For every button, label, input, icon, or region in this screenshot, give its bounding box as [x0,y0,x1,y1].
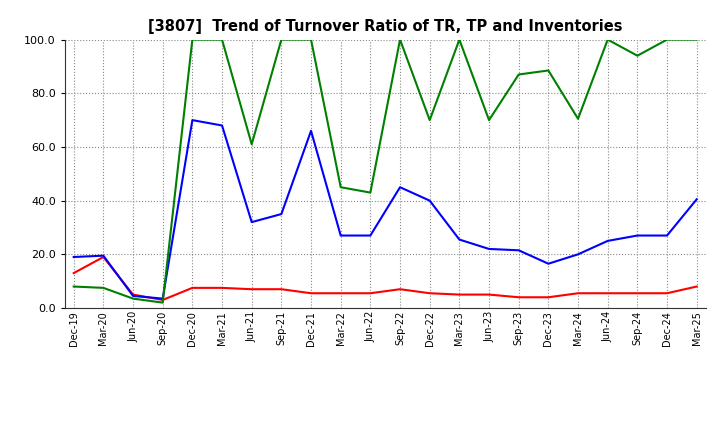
Trade Receivables [544,295,553,300]
Trade Payables [217,123,226,128]
Inventories [662,37,671,42]
Trade Receivables [426,290,434,296]
Trade Receivables [129,292,138,297]
Trade Receivables [307,290,315,296]
Trade Receivables [366,290,374,296]
Inventories [158,300,167,305]
Line: Trade Receivables: Trade Receivables [73,257,697,300]
Inventories [396,37,405,42]
Inventories [336,185,345,190]
Trade Payables [633,233,642,238]
Trade Receivables [248,286,256,292]
Trade Payables [336,233,345,238]
Trade Payables [514,248,523,253]
Inventories [514,72,523,77]
Trade Payables [693,197,701,202]
Trade Payables [248,220,256,225]
Inventories [217,37,226,42]
Inventories [455,37,464,42]
Trade Receivables [99,254,108,260]
Inventories [69,284,78,289]
Trade Payables [158,296,167,301]
Inventories [426,117,434,123]
Trade Payables [307,128,315,133]
Trade Payables [662,233,671,238]
Line: Inventories: Inventories [73,40,697,303]
Trade Payables [426,198,434,203]
Trade Payables [485,246,493,252]
Trade Payables [277,211,286,216]
Inventories [485,117,493,123]
Inventories [277,37,286,42]
Inventories [633,53,642,59]
Trade Receivables [693,284,701,289]
Inventories [307,37,315,42]
Inventories [99,285,108,290]
Trade Receivables [396,286,405,292]
Inventories [603,37,612,42]
Trade Receivables [633,290,642,296]
Trade Payables [544,261,553,266]
Inventories [129,296,138,301]
Inventories [188,37,197,42]
Inventories [574,116,582,121]
Line: Trade Payables: Trade Payables [73,120,697,299]
Trade Payables [366,233,374,238]
Trade Receivables [69,271,78,276]
Title: [3807]  Trend of Turnover Ratio of TR, TP and Inventories: [3807] Trend of Turnover Ratio of TR, TP… [148,19,623,34]
Trade Receivables [662,290,671,296]
Trade Receivables [603,290,612,296]
Trade Payables [396,185,405,190]
Trade Receivables [336,290,345,296]
Trade Receivables [455,292,464,297]
Trade Receivables [574,290,582,296]
Trade Payables [455,237,464,242]
Trade Payables [69,254,78,260]
Trade Receivables [277,286,286,292]
Trade Receivables [514,295,523,300]
Trade Receivables [188,285,197,290]
Trade Receivables [217,285,226,290]
Trade Payables [188,117,197,123]
Inventories [693,37,701,42]
Trade Payables [574,252,582,257]
Inventories [544,68,553,73]
Inventories [248,142,256,147]
Trade Payables [99,253,108,258]
Trade Receivables [485,292,493,297]
Trade Payables [129,293,138,299]
Trade Receivables [158,297,167,303]
Trade Payables [603,238,612,244]
Inventories [366,190,374,195]
